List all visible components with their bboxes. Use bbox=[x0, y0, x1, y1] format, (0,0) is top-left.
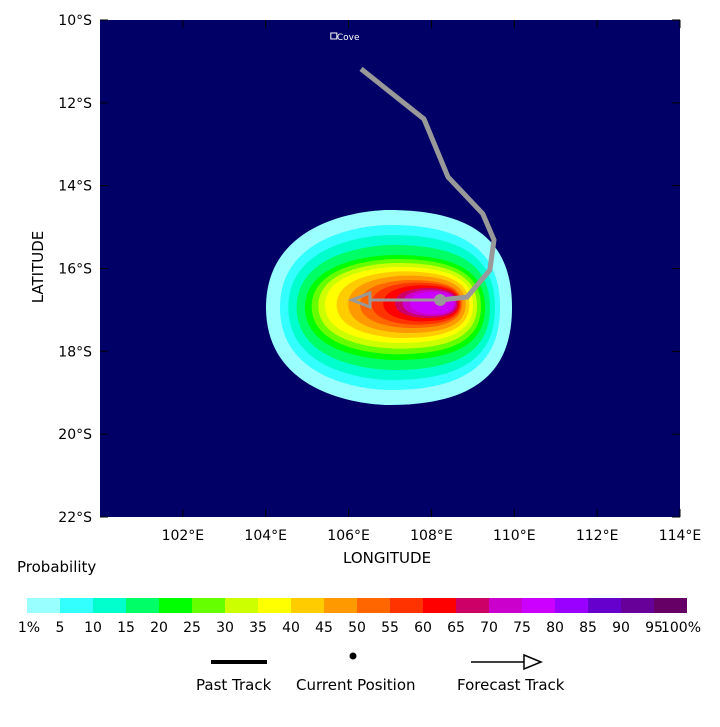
colorbar-swatch bbox=[588, 598, 621, 613]
colorbar-label: 25 bbox=[183, 620, 201, 636]
current-position-marker bbox=[434, 293, 447, 306]
colorbar-label: 50 bbox=[348, 620, 366, 636]
colorbar-swatch bbox=[456, 598, 489, 613]
legend-forecast-track-label: Forecast Track bbox=[457, 676, 565, 694]
colorbar-label: 60 bbox=[414, 620, 432, 636]
colorbar-label: 20 bbox=[150, 620, 168, 636]
place-marker-icon bbox=[330, 32, 338, 40]
lat-tick-label: 12°S bbox=[58, 96, 92, 112]
colorbar-label: 1% bbox=[18, 620, 40, 636]
lon-tick-label: 114°E bbox=[659, 528, 702, 544]
colorbar-label: 35 bbox=[249, 620, 267, 636]
lat-tick-label: 16°S bbox=[58, 262, 92, 278]
legend-past-track-label: Past Track bbox=[196, 676, 272, 694]
colorbar-swatch bbox=[489, 598, 522, 613]
colorbar-swatch bbox=[357, 598, 390, 613]
colorbar-swatch bbox=[324, 598, 357, 613]
lat-tick-label: 14°S bbox=[58, 179, 92, 195]
colorbar-label: 90 bbox=[612, 620, 630, 636]
colorbar-swatch bbox=[258, 598, 291, 613]
probability-contours bbox=[266, 210, 512, 405]
colorbar-label: 30 bbox=[216, 620, 234, 636]
colorbar-swatch bbox=[291, 598, 324, 613]
lon-tick-label: 108°E bbox=[410, 528, 453, 544]
colorbar: 1% 5 10 15 20 25 30 35 40 45 50 55 60 65 70 75 80 85 90 951… bbox=[18, 598, 701, 636]
colorbar-swatch bbox=[60, 598, 93, 613]
colorbar-label: 15 bbox=[117, 620, 135, 636]
lon-tick-label: 102°E bbox=[162, 528, 205, 544]
lat-tick-label: 18°S bbox=[58, 344, 92, 360]
colorbar-label: 10 bbox=[84, 620, 102, 636]
x-axis-label: LONGITUDE bbox=[343, 549, 432, 567]
colorbar-label: 65 bbox=[447, 620, 465, 636]
lon-tick-label: 112°E bbox=[576, 528, 619, 544]
colorbar-label: 80 bbox=[546, 620, 564, 636]
axis-ticks: 102°E 104°E 106°E 108°E 110°E 112°E 114°E 10°S 1… bbox=[58, 13, 701, 544]
legend-title: Probability bbox=[17, 558, 97, 576]
colorbar-swatch bbox=[555, 598, 588, 613]
tracks: Cove bbox=[330, 32, 497, 310]
lat-tick-label: 10°S bbox=[58, 13, 92, 29]
colorbar-swatch bbox=[390, 598, 423, 613]
past-track-line bbox=[359, 66, 497, 303]
y-axis-label: LATITUDE bbox=[29, 230, 47, 304]
colorbar-swatch bbox=[225, 598, 258, 613]
legend-current-position-symbol bbox=[349, 652, 357, 660]
colorbar-label: 85 bbox=[579, 620, 597, 636]
colorbar-label: 70 bbox=[480, 620, 498, 636]
colorbar-label: 40 bbox=[282, 620, 300, 636]
lat-tick-label: 22°S bbox=[58, 510, 92, 526]
forecast-arrowhead bbox=[347, 290, 372, 310]
colorbar-swatch bbox=[192, 598, 225, 613]
colorbar-swatch bbox=[159, 598, 192, 613]
colorbar-swatch bbox=[126, 598, 159, 613]
colorbar-label: 55 bbox=[381, 620, 399, 636]
probability-contour-75 bbox=[410, 292, 454, 314]
colorbar-swatch bbox=[522, 598, 555, 613]
colorbar-label: 5 bbox=[56, 620, 65, 636]
lat-tick-label: 20°S bbox=[58, 427, 92, 443]
colorbar-label: 75 bbox=[513, 620, 531, 636]
lon-tick-label: 110°E bbox=[493, 528, 536, 544]
colorbar-swatch bbox=[423, 598, 456, 613]
colorbar-swatch bbox=[654, 598, 687, 613]
place-label: Cove bbox=[337, 33, 360, 43]
colorbar-swatch bbox=[93, 598, 126, 613]
colorbar-label: 100% bbox=[661, 620, 701, 636]
legend-current-position-label: Current Position bbox=[296, 676, 416, 694]
colorbar-label: 95 bbox=[645, 620, 663, 636]
colorbar-swatch bbox=[621, 598, 654, 613]
colorbar-label: 45 bbox=[315, 620, 333, 636]
colorbar-swatch bbox=[27, 598, 60, 613]
lon-tick-label: 106°E bbox=[327, 528, 370, 544]
legend-forecast-track-symbol bbox=[471, 653, 543, 671]
lon-tick-label: 104°E bbox=[244, 528, 287, 544]
